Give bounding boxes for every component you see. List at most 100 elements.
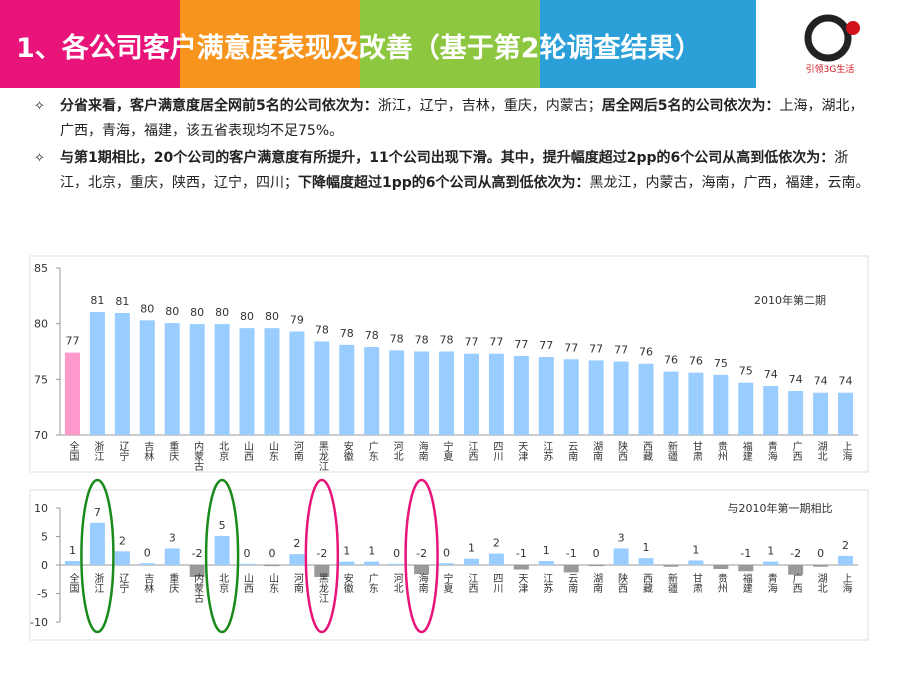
y-tick-label: 10 [34, 502, 48, 515]
bar [189, 324, 205, 435]
x-tick-label: 海南 [416, 440, 428, 461]
value-label: 78 [340, 327, 354, 340]
bullet-text: 浙江，北京，重庆，陕西，辽宁，四川； [60, 150, 849, 191]
bar [64, 352, 80, 435]
x-tick-label: 天津 [516, 441, 528, 462]
value-label: 1 [468, 542, 475, 555]
x-tick-label: 北京 [217, 573, 229, 594]
x-tick-label: 青海 [765, 440, 777, 462]
bar [239, 563, 255, 565]
value-label: 76 [689, 355, 703, 368]
value-label: 2 [842, 539, 849, 552]
x-tick-label: 山西 [242, 573, 254, 593]
x-tick-label: 河北 [391, 573, 403, 593]
bar [563, 359, 579, 435]
bar [364, 561, 380, 565]
highlight-circle [204, 478, 240, 634]
x-tick-label: 湖南 [591, 441, 603, 461]
value-label: 1 [368, 545, 375, 558]
value-label: -2 [316, 547, 327, 560]
x-tick-label: 黑龙江 [316, 441, 328, 471]
value-label: 80 [240, 310, 254, 323]
bar [264, 565, 280, 567]
x-tick-label: 北京 [217, 441, 229, 462]
bar [513, 355, 529, 435]
bar [663, 565, 679, 567]
value-label: 74 [764, 368, 778, 381]
bar [389, 350, 405, 435]
value-label: -2 [416, 547, 427, 560]
x-tick-label: 福建 [740, 572, 752, 593]
x-tick-label: 重庆 [167, 440, 179, 462]
bar [788, 565, 804, 575]
bar [214, 535, 230, 565]
bar [463, 353, 479, 435]
highlight-circle [80, 478, 115, 634]
bar [563, 565, 579, 573]
bar [713, 565, 729, 569]
y-tick-label: 75 [34, 373, 48, 386]
value-label: 0 [144, 546, 151, 559]
x-tick-label: 江苏 [541, 441, 553, 462]
x-tick-label: 河南 [291, 573, 303, 593]
value-label: 1 [692, 543, 699, 556]
value-label: 0 [817, 547, 824, 560]
value-label: 5 [219, 519, 226, 532]
bar [688, 372, 704, 435]
x-tick-label: 新疆 [665, 572, 677, 594]
highlight-circle [404, 478, 439, 634]
x-tick-label: 江西 [466, 573, 478, 593]
y-tick-label: 0 [41, 559, 48, 572]
value-label: 77 [614, 344, 628, 357]
x-tick-label: 山西 [242, 441, 254, 461]
bullet-text: 浙江，辽宁，吉林，重庆，内蒙古； [377, 98, 602, 114]
x-tick-label: 四川 [491, 441, 503, 461]
bullets: 分省来看，客户满意度居全网前5名的公司依次为：浙江，辽宁，吉林，重庆，内蒙古；居… [34, 94, 874, 198]
logo-tagline: 引领3G生活 [805, 65, 855, 75]
value-label: -1 [566, 547, 577, 560]
x-tick-label: 云南 [566, 573, 578, 593]
x-tick-label: 吉林 [142, 441, 154, 462]
x-tick-label: 内蒙古 [192, 440, 204, 472]
bar [189, 565, 205, 577]
x-tick-label: 云南 [566, 441, 578, 461]
value-label: 78 [315, 323, 329, 336]
value-label: 75 [714, 357, 728, 370]
x-tick-label: 上海 [840, 441, 852, 462]
bar [164, 323, 180, 435]
bar [513, 565, 529, 570]
bullet-text: 黑龙江，内蒙古，海南，广西，福建，云南。 [589, 175, 870, 191]
panel [29, 255, 869, 473]
bar [164, 548, 180, 565]
bullet-text: 分省来看，客户满意度居全网前5名的公司依次为： [60, 98, 378, 114]
value-label: 0 [244, 547, 251, 560]
x-tick-label: 福建 [740, 440, 752, 461]
x-tick-label: 广东 [366, 573, 378, 593]
x-tick-label: 浙江 [92, 573, 104, 593]
bar [139, 320, 155, 435]
value-label: 0 [593, 547, 600, 560]
value-label: 1 [69, 544, 76, 557]
x-tick-label: 上海 [840, 573, 852, 594]
bar [813, 565, 829, 567]
bar [414, 565, 430, 575]
value-label: 79 [290, 313, 304, 326]
bar [613, 361, 629, 435]
x-tick-label: 青海 [765, 572, 777, 594]
value-label: 77 [589, 342, 603, 355]
y-tick-label: -5 [37, 588, 48, 601]
bar [364, 347, 380, 435]
bar [638, 363, 654, 435]
x-tick-label: 山东 [266, 573, 278, 593]
x-tick-label: 安徽 [341, 572, 353, 594]
value-label: 77 [464, 336, 478, 349]
logo [804, 14, 860, 62]
value-label: -1 [740, 547, 751, 560]
value-label: 78 [415, 334, 429, 347]
bullet-text: 上海，湖北，广西，青海，福建，该五省表现均不足75%。 [60, 98, 864, 139]
value-label: 0 [443, 546, 450, 559]
x-tick-label: 安徽 [341, 440, 353, 462]
y-tick-label: -10 [30, 616, 48, 629]
title: 1、各公司客户满意度表现及改善（基于第2轮调查结果） [16, 33, 702, 64]
